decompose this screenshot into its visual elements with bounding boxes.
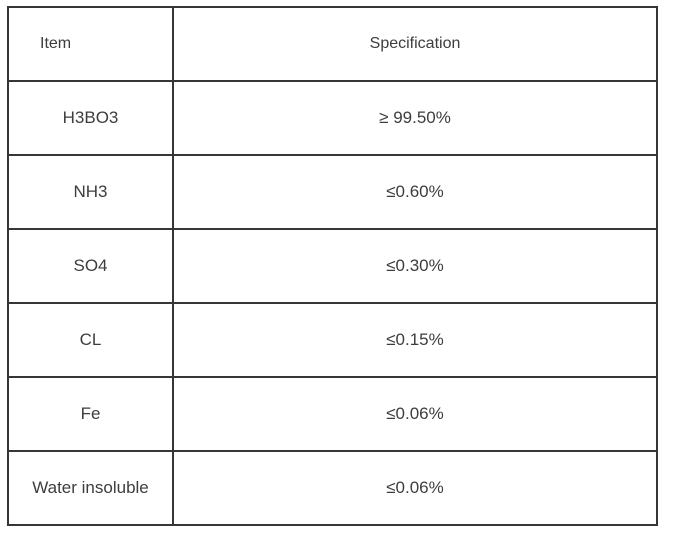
table-row: Fe ≤0.06% bbox=[7, 376, 658, 452]
spec-cell: ≤0.15% bbox=[172, 302, 658, 378]
item-cell: Fe bbox=[7, 376, 174, 452]
item-cell: Water insoluble bbox=[7, 450, 174, 526]
table-row: NH3 ≤0.60% bbox=[7, 154, 658, 230]
header-row: Item Specification bbox=[7, 6, 658, 82]
spec-cell: ≤0.06% bbox=[172, 450, 658, 526]
spec-cell: ≤0.06% bbox=[172, 376, 658, 452]
spec-cell: ≥ 99.50% bbox=[172, 80, 658, 156]
item-cell: H3BO3 bbox=[7, 80, 174, 156]
column-header-specification: Specification bbox=[172, 6, 658, 82]
table-row: CL ≤0.15% bbox=[7, 302, 658, 378]
table-row: Water insoluble ≤0.06% bbox=[7, 450, 658, 526]
table-row: SO4 ≤0.30% bbox=[7, 228, 658, 304]
column-header-item: Item bbox=[7, 6, 174, 82]
table-body: H3BO3 ≥ 99.50% NH3 ≤0.60% SO4 ≤0.30% CL … bbox=[7, 80, 658, 526]
spec-cell: ≤0.30% bbox=[172, 228, 658, 304]
table-row: H3BO3 ≥ 99.50% bbox=[7, 80, 658, 156]
item-cell: SO4 bbox=[7, 228, 174, 304]
spec-table-container: Item Specification H3BO3 ≥ 99.50% NH3 ≤0… bbox=[7, 6, 658, 526]
item-cell: CL bbox=[7, 302, 174, 378]
specification-table: Item Specification H3BO3 ≥ 99.50% NH3 ≤0… bbox=[7, 6, 658, 526]
spec-cell: ≤0.60% bbox=[172, 154, 658, 230]
item-cell: NH3 bbox=[7, 154, 174, 230]
